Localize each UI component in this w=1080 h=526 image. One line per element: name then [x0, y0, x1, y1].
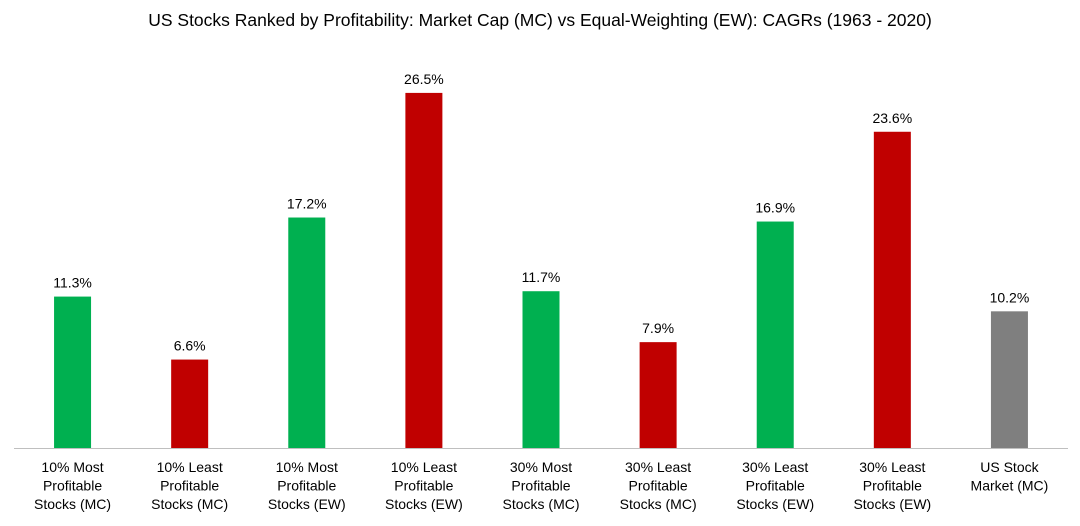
category-label: Stocks (EW) — [268, 496, 346, 512]
bar — [756, 221, 794, 448]
category-label: 30% Least — [859, 459, 925, 475]
chart-title: US Stocks Ranked by Profitability: Marke… — [148, 10, 932, 30]
bar — [522, 291, 560, 448]
data-label: 11.3% — [53, 275, 92, 291]
category-label: Stocks (MC) — [34, 496, 111, 512]
bar — [54, 296, 92, 448]
data-label: 11.7% — [522, 269, 561, 285]
bar — [990, 311, 1028, 448]
bar — [288, 217, 326, 448]
category-label: Profitable — [629, 478, 688, 494]
data-label: 6.6% — [174, 338, 206, 354]
data-label: 17.2% — [287, 196, 327, 212]
category-label: Market (MC) — [971, 478, 1049, 494]
category-label: 30% Least — [625, 459, 691, 475]
category-label: Profitable — [160, 478, 219, 494]
data-label: 10.2% — [990, 289, 1030, 305]
bar — [873, 131, 911, 448]
category-label: Profitable — [43, 478, 102, 494]
category-label: Stocks (EW) — [736, 496, 814, 512]
data-label: 16.9% — [755, 200, 795, 216]
category-label: Profitable — [746, 478, 805, 494]
category-label: Stocks (MC) — [151, 496, 228, 512]
category-label: US Stock — [980, 459, 1039, 475]
category-label: 10% Most — [276, 459, 338, 475]
category-label: Stocks (MC) — [503, 496, 580, 512]
category-label: 10% Least — [157, 459, 223, 475]
data-label: 7.9% — [642, 320, 674, 336]
category-label: 30% Least — [742, 459, 808, 475]
bar — [639, 342, 677, 448]
bar — [171, 359, 209, 448]
category-label: Profitable — [863, 478, 922, 494]
category-label: Stocks (MC) — [620, 496, 697, 512]
category-label: 10% Least — [391, 459, 457, 475]
category-label: Stocks (EW) — [385, 496, 463, 512]
data-label: 23.6% — [872, 110, 912, 126]
category-label: Stocks (EW) — [853, 496, 931, 512]
category-label: Profitable — [394, 478, 453, 494]
category-label: 30% Most — [510, 459, 572, 475]
category-label: 10% Most — [41, 459, 103, 475]
data-label: 26.5% — [404, 71, 444, 87]
category-label: Profitable — [277, 478, 336, 494]
category-label: Profitable — [511, 478, 570, 494]
bar — [405, 92, 443, 449]
